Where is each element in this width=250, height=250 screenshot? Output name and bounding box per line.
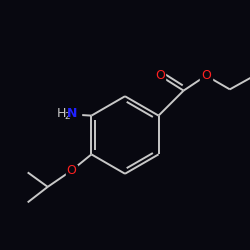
Text: H: H: [57, 107, 66, 120]
Text: N: N: [67, 107, 78, 120]
Text: O: O: [201, 69, 211, 82]
Text: 2: 2: [64, 112, 70, 121]
Bar: [52, 110, 82, 120]
Bar: [154, 70, 166, 81]
Text: O: O: [155, 69, 165, 82]
Bar: [200, 70, 212, 81]
Text: O: O: [66, 164, 76, 177]
Bar: [66, 165, 77, 176]
